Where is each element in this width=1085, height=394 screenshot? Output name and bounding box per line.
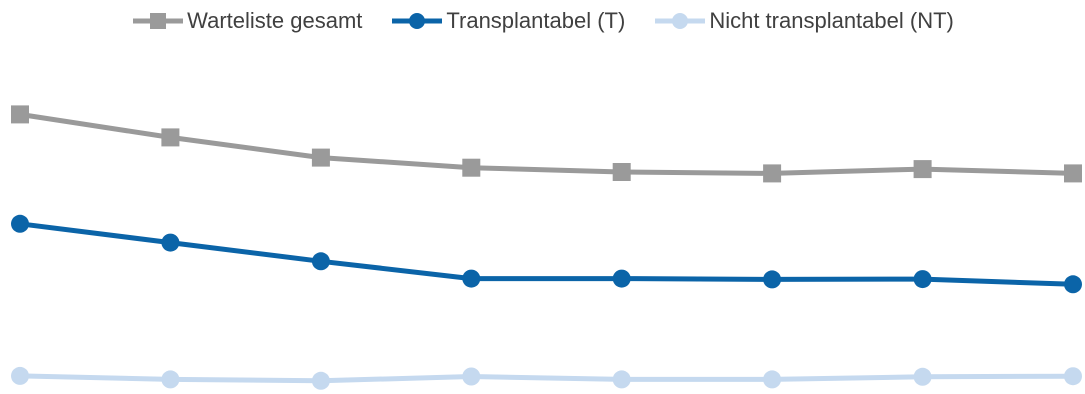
- data-point-series-1-7: [913, 160, 932, 179]
- data-point-series-2-8: [1064, 275, 1082, 294]
- data-point-series-2-6: [763, 270, 782, 289]
- series-line-1: [19, 111, 1074, 176]
- data-point-series-3-4: [462, 367, 481, 386]
- legend-label: Transplantabel (T): [446, 8, 626, 33]
- legend-label: Nicht transplantabel (NT): [709, 8, 954, 33]
- series-markers: [11, 105, 1082, 390]
- data-point-series-3-1: [11, 366, 29, 385]
- data-point-series-2-5: [612, 269, 631, 288]
- data-point-series-2-4: [462, 269, 481, 288]
- data-point-series-3-7: [913, 367, 932, 386]
- data-point-series-3-8: [1064, 367, 1082, 386]
- series-line-3: [19, 373, 1074, 384]
- data-point-series-3-6: [763, 370, 782, 389]
- data-point-series-1-6: [763, 164, 782, 183]
- legend-label: Warteliste gesamt: [187, 8, 363, 33]
- series-line-2: [19, 221, 1074, 287]
- data-point-series-1-2: [161, 128, 180, 147]
- data-point-series-3-3: [311, 371, 330, 390]
- data-point-series-3-2: [161, 370, 180, 389]
- series-lines: [19, 111, 1074, 384]
- legend-item-transplantabel: Transplantabel (T): [390, 8, 625, 34]
- data-point-series-1-3: [311, 148, 330, 167]
- data-point-series-1-1: [11, 105, 29, 124]
- legend-swatch-square-icon: [133, 13, 184, 29]
- data-point-series-2-7: [913, 270, 932, 289]
- legend-item-nicht-transplantabel: Nicht transplantabel (NT): [653, 8, 954, 34]
- data-point-series-2-2: [161, 233, 180, 252]
- data-point-series-2-3: [311, 252, 330, 271]
- legend-swatch-circle-icon: [655, 13, 706, 29]
- data-point-series-1-5: [612, 163, 631, 181]
- data-point-series-1-8: [1064, 164, 1082, 183]
- data-point-series-2-1: [11, 214, 29, 233]
- legend-swatch-circle-icon: [392, 13, 443, 29]
- legend-item-warteliste-gesamt: Warteliste gesamt: [131, 8, 362, 34]
- data-point-series-3-5: [612, 370, 631, 389]
- data-point-series-1-4: [462, 158, 481, 177]
- chart-legend: Warteliste gesamt Transplantabel (T) Nic…: [0, 8, 1085, 34]
